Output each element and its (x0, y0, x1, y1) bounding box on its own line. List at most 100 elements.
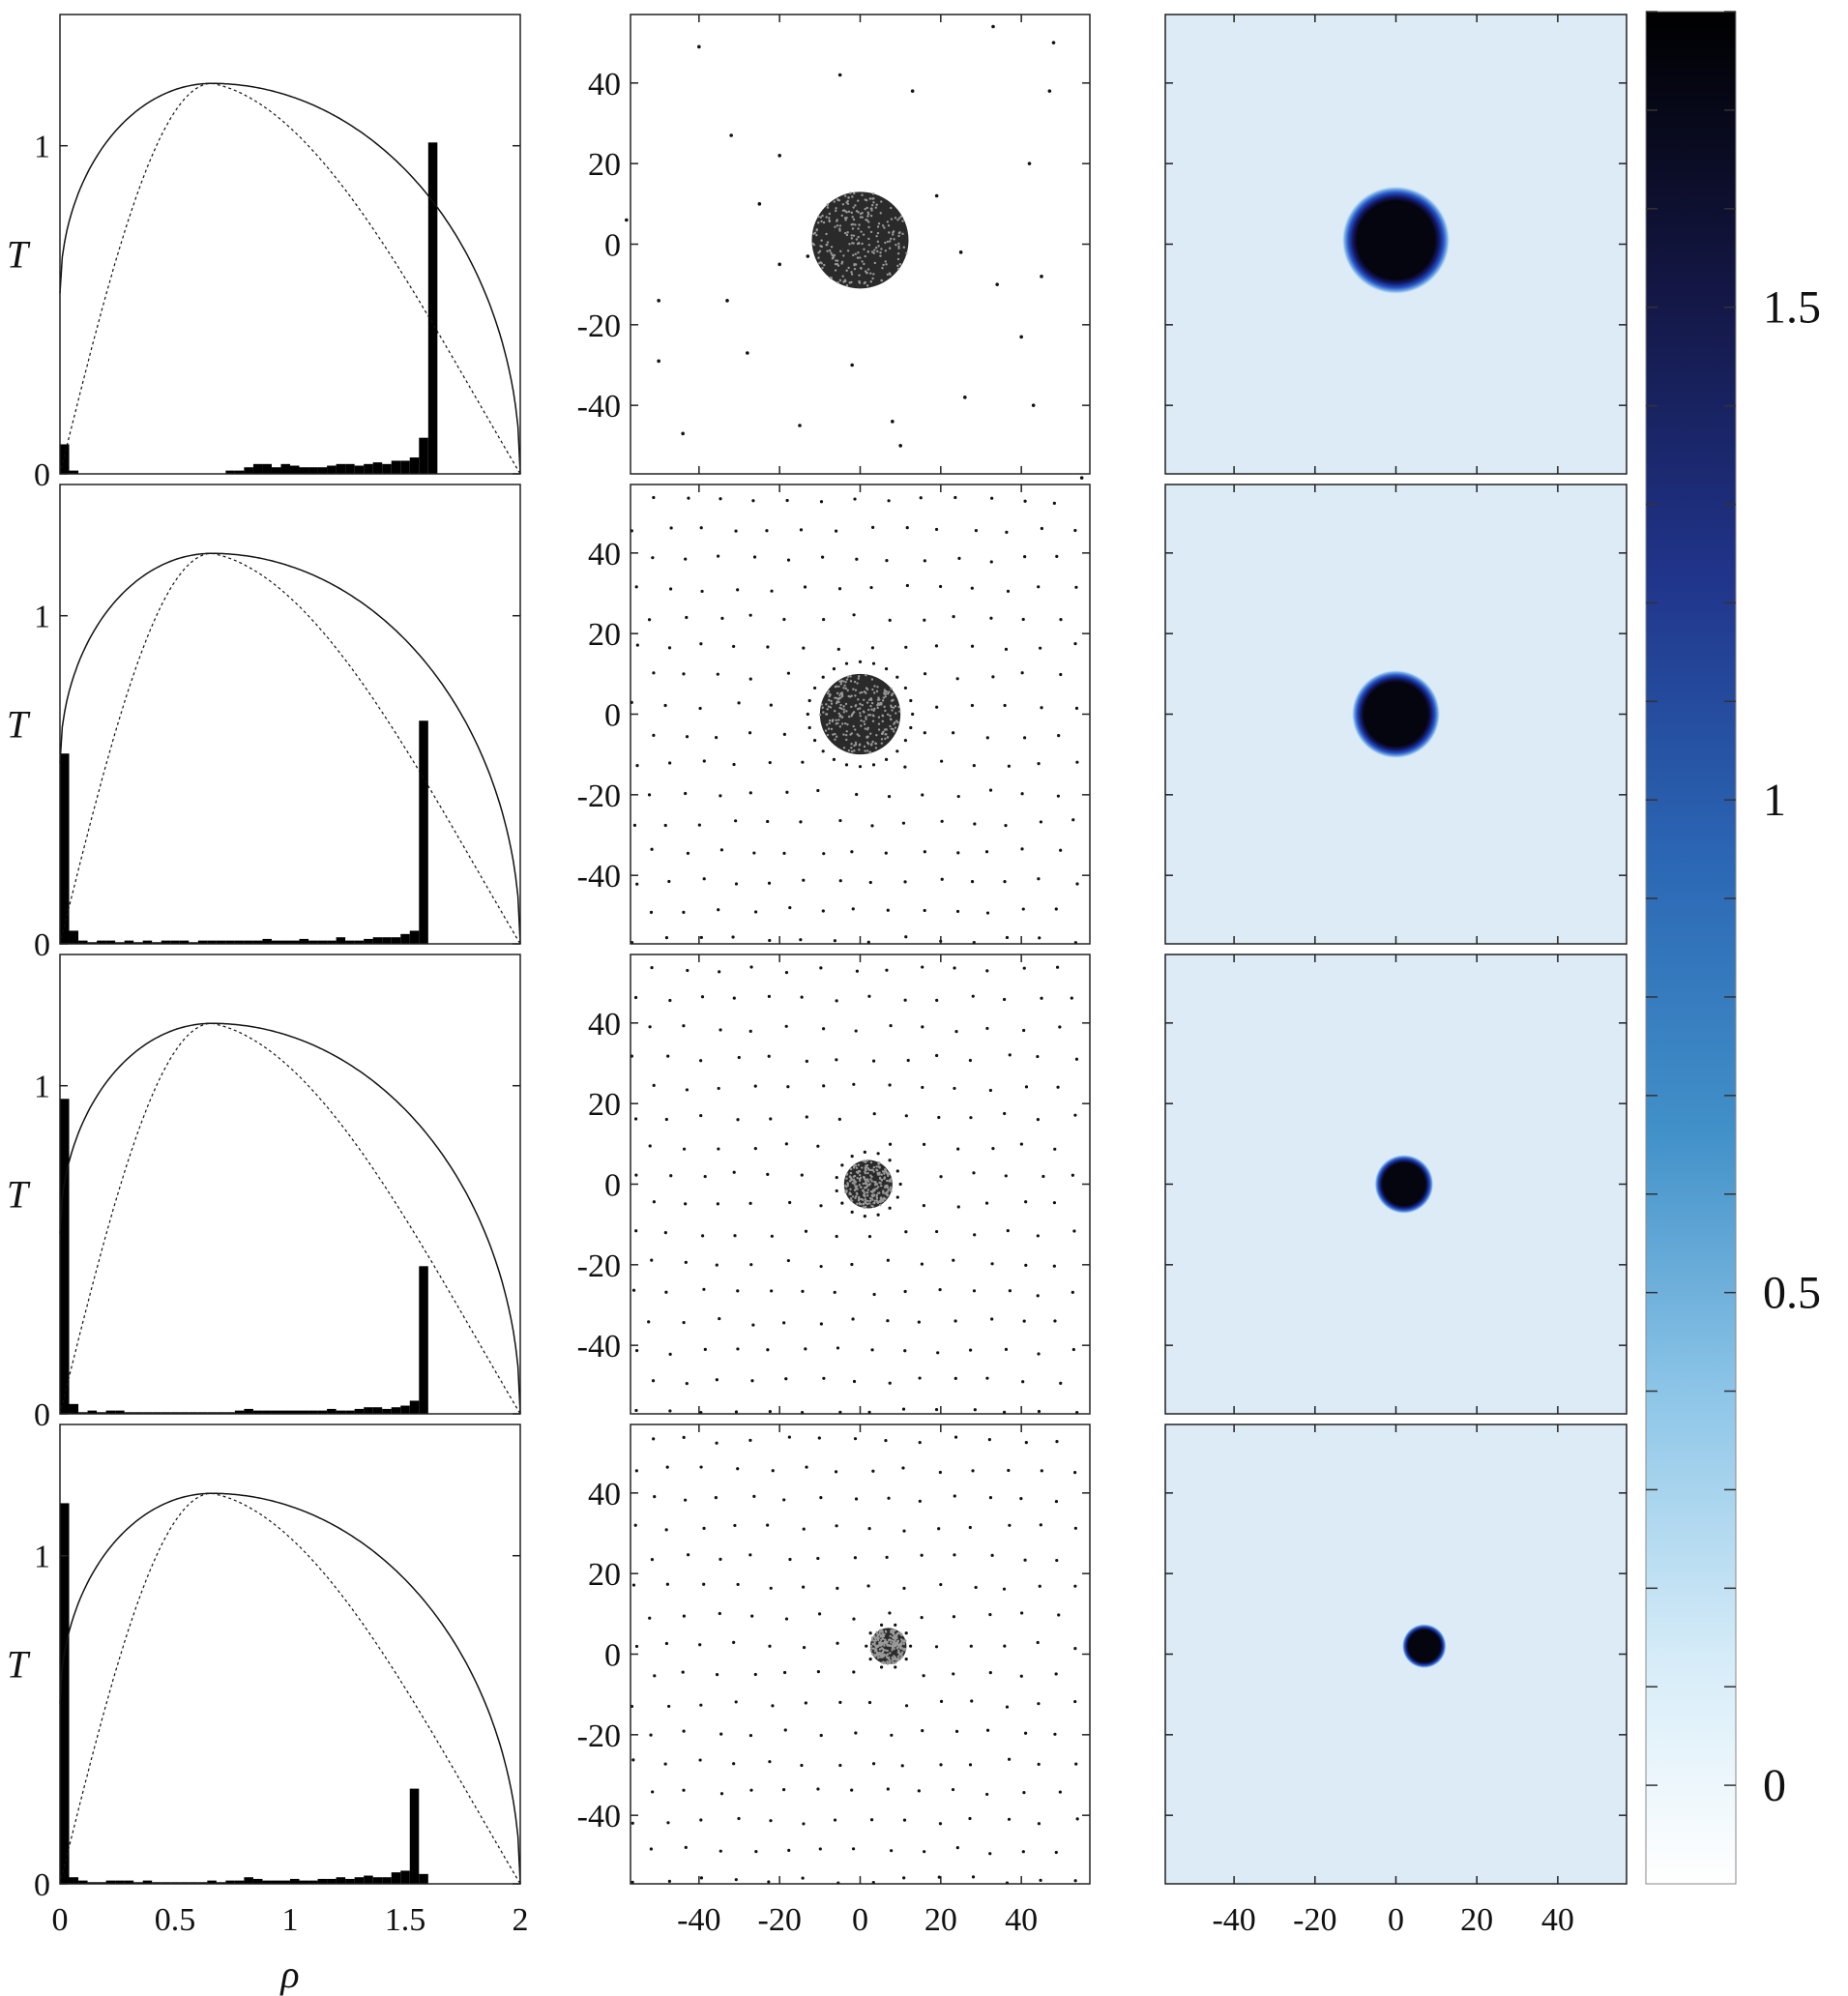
lattice-point (1040, 996, 1043, 1000)
histogram-bar (197, 1412, 208, 1414)
scatter-point (850, 363, 854, 367)
histogram-bar (115, 1410, 125, 1414)
cluster-point (891, 1649, 894, 1652)
lattice-point (971, 1469, 975, 1473)
histogram-bar (189, 1882, 198, 1884)
lattice-point (973, 1233, 977, 1237)
cluster-point (839, 703, 842, 707)
histogram-bar (225, 1880, 235, 1884)
x-axis-label-rho: ρ (279, 1952, 299, 1996)
cluster-point (879, 212, 882, 215)
lattice-point (748, 613, 752, 617)
cluster-point (865, 673, 867, 677)
lattice-point (922, 1204, 925, 1208)
lattice-point (716, 1202, 719, 1206)
lattice-point (923, 1850, 926, 1854)
cluster-point (844, 681, 847, 684)
cluster-point (890, 237, 893, 241)
cluster-point (884, 733, 887, 736)
cluster-point (867, 1168, 871, 1171)
cluster-point (896, 219, 899, 221)
cluster-point (852, 206, 855, 209)
cluster-point (820, 703, 823, 706)
lattice-point (732, 762, 736, 767)
cluster-point (880, 200, 883, 203)
lattice-point (785, 790, 789, 794)
cluster-point (833, 253, 836, 257)
cluster-point (897, 242, 900, 246)
lattice-point (872, 1112, 876, 1116)
histogram-bar (354, 1877, 365, 1884)
cluster-point (901, 1651, 904, 1654)
lattice-point (737, 1055, 741, 1060)
lattice-point (782, 851, 786, 855)
cluster-point (870, 743, 873, 746)
cluster-point (850, 273, 854, 276)
lattice-point (650, 847, 654, 851)
lattice-point (699, 1876, 704, 1880)
lattice-point (1059, 672, 1063, 677)
histogram-bar (69, 930, 79, 944)
cluster-point (833, 200, 836, 203)
lattice-point (715, 736, 719, 740)
cluster-point (858, 1201, 862, 1205)
histogram-bar (409, 930, 420, 944)
lattice-point (819, 1204, 823, 1208)
cluster-point (875, 690, 879, 693)
lattice-point (750, 1379, 754, 1383)
cluster-point (843, 231, 847, 235)
cluster-point (878, 1203, 882, 1207)
histogram-bar (354, 465, 365, 474)
cluster-point (880, 742, 884, 745)
cluster-point (865, 687, 868, 690)
lattice-point (990, 1317, 994, 1321)
cluster-point (871, 719, 875, 722)
scatter-point (1051, 41, 1056, 44)
cluster-point (842, 705, 845, 708)
cluster-point (859, 216, 863, 219)
lattice-point (970, 880, 975, 884)
lattice-point (784, 1024, 788, 1028)
histogram-bar (60, 753, 70, 944)
density-panel-1 (1164, 14, 1628, 475)
histogram-bar (115, 1880, 125, 1884)
lattice-point (956, 1147, 960, 1151)
lattice-point (684, 791, 688, 796)
cluster-point (852, 724, 855, 728)
colorbar: 00.511.5 (1645, 11, 1821, 1885)
cluster-point (828, 249, 832, 252)
lattice-point (769, 703, 773, 707)
lattice-point (685, 1088, 689, 1092)
cluster-point (842, 747, 846, 749)
lattice-point (923, 908, 926, 913)
cluster-point (857, 698, 860, 701)
y-tick-label: -20 (577, 778, 621, 814)
density-blob (1341, 186, 1451, 295)
ring-point (895, 675, 899, 679)
lattice-point (684, 1845, 688, 1849)
lattice-point (1019, 1674, 1023, 1678)
cluster-point (886, 1653, 890, 1656)
cluster-point (876, 1652, 879, 1655)
lattice-point (665, 1582, 669, 1586)
lattice-point (702, 759, 706, 763)
cluster-point (842, 680, 845, 683)
cluster-point (833, 710, 836, 713)
lattice-point (715, 1673, 719, 1677)
cluster-point (893, 1655, 895, 1658)
cluster-point (840, 260, 844, 264)
lattice-point (1055, 1558, 1059, 1563)
cluster-point (877, 1162, 880, 1165)
cluster-point (841, 203, 845, 206)
cluster-point (812, 232, 815, 235)
cluster-point (864, 1168, 867, 1171)
lattice-point (1005, 530, 1009, 534)
lattice-point (902, 1586, 906, 1590)
cluster-point (837, 719, 840, 721)
lattice-point (801, 760, 805, 764)
cluster-point (865, 1159, 869, 1162)
cluster-point (845, 733, 848, 737)
scatter-point (891, 420, 895, 424)
lattice-point (667, 879, 671, 884)
lattice-point (1004, 824, 1008, 828)
